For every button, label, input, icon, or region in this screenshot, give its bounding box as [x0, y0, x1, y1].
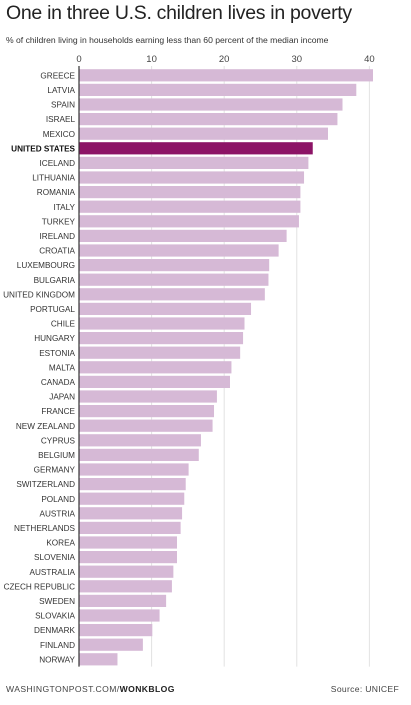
- bar: [79, 200, 301, 213]
- bar: [79, 507, 183, 520]
- category-label: LITHUANIA: [32, 174, 75, 183]
- category-label: ISRAEL: [46, 115, 76, 124]
- category-label: IRELAND: [40, 232, 76, 241]
- category-label: CHILE: [51, 320, 76, 329]
- chart-title: One in three U.S. children lives in pove…: [6, 2, 352, 24]
- category-label: MEXICO: [43, 130, 75, 139]
- category-label: PORTUGAL: [30, 305, 75, 314]
- bar: [79, 346, 241, 359]
- chart-subtitle: % of children living in households earni…: [6, 35, 329, 45]
- bar: [79, 171, 305, 184]
- bar: [79, 113, 338, 126]
- category-label: HUNGARY: [34, 334, 75, 343]
- bar: [79, 580, 172, 593]
- bar: [79, 448, 199, 461]
- bar: [79, 215, 299, 228]
- category-label: DENMARK: [34, 626, 75, 635]
- x-tick-label: 0: [76, 54, 81, 65]
- bar: [79, 229, 287, 242]
- category-label: NETHERLANDS: [14, 524, 76, 533]
- bar: [79, 521, 181, 534]
- bar: [79, 156, 309, 169]
- category-label: POLAND: [41, 495, 75, 504]
- category-label: AUSTRALIA: [30, 568, 76, 577]
- bar: [79, 361, 232, 374]
- category-label: FINLAND: [40, 641, 75, 650]
- category-label: KOREA: [46, 539, 75, 548]
- bar: [79, 98, 343, 111]
- bar: [79, 332, 244, 345]
- bar: [79, 83, 357, 96]
- category-label: SLOVENIA: [34, 553, 75, 562]
- category-label: BELGIUM: [38, 451, 75, 460]
- category-label: ITALY: [53, 203, 75, 212]
- bar: [79, 478, 186, 491]
- category-label: CROATIA: [39, 247, 75, 256]
- category-label: SLOVAKIA: [35, 612, 75, 621]
- category-label: SWITZERLAND: [16, 480, 75, 489]
- x-tick-label: 40: [364, 54, 375, 65]
- category-label: NORWAY: [39, 655, 75, 664]
- footer-site: WASHINGTONPOST.COM/: [6, 684, 120, 694]
- category-label: UNITED STATES: [11, 144, 75, 153]
- bar: [79, 317, 245, 330]
- category-label: LATVIA: [47, 86, 75, 95]
- bar: [79, 302, 252, 315]
- bar: [79, 259, 270, 272]
- bar: [79, 492, 185, 505]
- bar-highlight: [79, 142, 313, 155]
- category-label: SPAIN: [51, 101, 75, 110]
- x-tick-label: 20: [219, 54, 230, 65]
- bar: [79, 419, 213, 432]
- category-label: BULGARIA: [34, 276, 76, 285]
- category-label: MALTA: [49, 363, 76, 372]
- x-tick-label: 10: [146, 54, 157, 65]
- category-label: JAPAN: [49, 393, 75, 402]
- bar: [79, 565, 174, 578]
- bar: [79, 638, 143, 651]
- bar: [79, 536, 177, 549]
- category-label: AUSTRIA: [40, 509, 76, 518]
- bar: [79, 69, 373, 82]
- bar: [79, 551, 177, 564]
- bar: [79, 375, 230, 388]
- footer-section: WONKBLOG: [119, 684, 175, 694]
- category-label: ICELAND: [40, 159, 76, 168]
- category-label: LUXEMBOURG: [17, 261, 75, 270]
- category-label: GREECE: [40, 71, 75, 80]
- bar: [79, 594, 167, 607]
- bar: [79, 624, 153, 637]
- bar: [79, 127, 328, 140]
- bar: [79, 463, 189, 476]
- category-label: CYPRUS: [41, 436, 76, 445]
- category-label: NEW ZEALAND: [16, 422, 75, 431]
- category-label: TURKEY: [42, 217, 76, 226]
- category-label: CZECH REPUBLIC: [4, 582, 76, 591]
- bar: [79, 653, 118, 666]
- category-label: SWEDEN: [39, 597, 75, 606]
- bar: [79, 434, 201, 447]
- bar: [79, 390, 217, 403]
- category-label: GERMANY: [34, 466, 76, 475]
- bar: [79, 186, 301, 199]
- footer-credit: WASHINGTONPOST.COM/WONKBLOG: [6, 684, 175, 694]
- bar: [79, 273, 269, 286]
- bar: [79, 288, 265, 301]
- bar: [79, 405, 215, 418]
- bar: [79, 244, 279, 257]
- bar-chart: 0 10 20 30 40 GREECE LATVIA SPAIN ISRAEL MEXICO UN…: [3, 54, 375, 667]
- category-label: UNITED KINGDOM: [3, 290, 75, 299]
- category-label: ROMANIA: [37, 188, 76, 197]
- footer-source: Source: UNICEF: [330, 684, 399, 694]
- category-label: ESTONIA: [39, 349, 75, 358]
- x-tick-label: 30: [291, 54, 302, 65]
- category-label: CANADA: [41, 378, 76, 387]
- bar: [79, 609, 160, 622]
- category-label: FRANCE: [41, 407, 75, 416]
